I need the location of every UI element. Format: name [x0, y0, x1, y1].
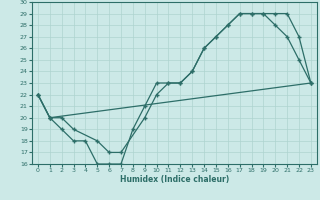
X-axis label: Humidex (Indice chaleur): Humidex (Indice chaleur) [120, 175, 229, 184]
